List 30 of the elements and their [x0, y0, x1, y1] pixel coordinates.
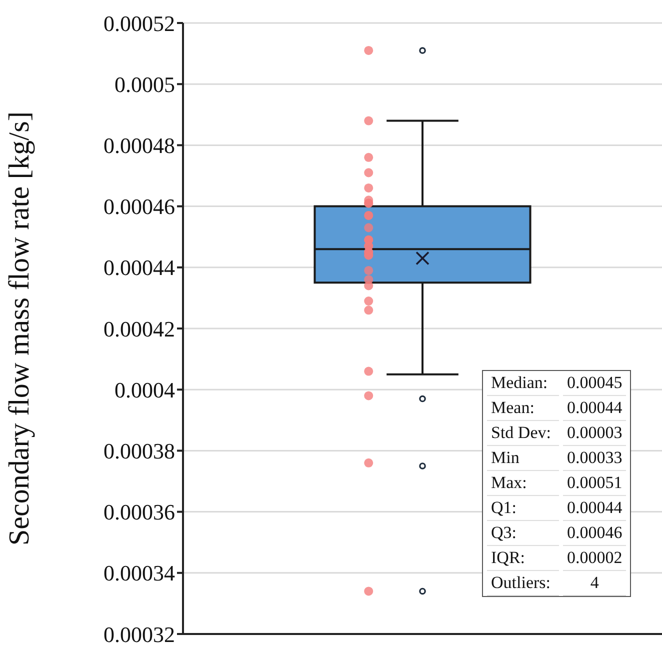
- annotation: 0.00002: [562, 546, 626, 571]
- annotation: Min: [487, 446, 559, 471]
- annotation: 0.00044: [562, 396, 626, 421]
- y-tick-label: 0.00038: [104, 438, 175, 464]
- y-tick-label: 0.00032: [104, 622, 175, 647]
- annotation: 0.00003: [562, 421, 626, 446]
- annotation: 0.00045: [562, 371, 626, 396]
- y-tick-label: 0.00042: [104, 316, 175, 342]
- y-tick-label: 0.00034: [104, 560, 175, 586]
- annotation: Median:: [487, 371, 559, 396]
- annotation: IQR:: [487, 546, 559, 571]
- y-tick-label: 0.0005: [114, 72, 175, 97]
- annotation: 4: [562, 571, 626, 596]
- annotation: Std Dev:: [487, 421, 559, 446]
- annotation: 0.00046: [562, 521, 626, 546]
- annotation: Max:: [487, 471, 559, 496]
- y-tick-label: 0.00044: [104, 255, 175, 280]
- y-tick-label: 0.00046: [104, 194, 175, 220]
- annotation: 0.00033: [562, 446, 626, 471]
- annotation: Q1:: [487, 496, 559, 521]
- y-tick-label: 0.0004: [114, 377, 175, 402]
- annotation: 0.00044: [562, 496, 626, 521]
- y-tick-label: 0.00048: [104, 133, 175, 158]
- y-tick-label: 0.00052: [104, 10, 175, 36]
- y-tick-label: 0.00036: [104, 500, 175, 525]
- annotation: Outliers:: [487, 571, 559, 596]
- annotation: 0.00051: [562, 471, 626, 496]
- annotation: Q3:: [487, 521, 559, 546]
- annotation: Mean:: [487, 396, 559, 421]
- y-axis-title: Secondary flow mass flow rate [kg/s]: [3, 111, 36, 546]
